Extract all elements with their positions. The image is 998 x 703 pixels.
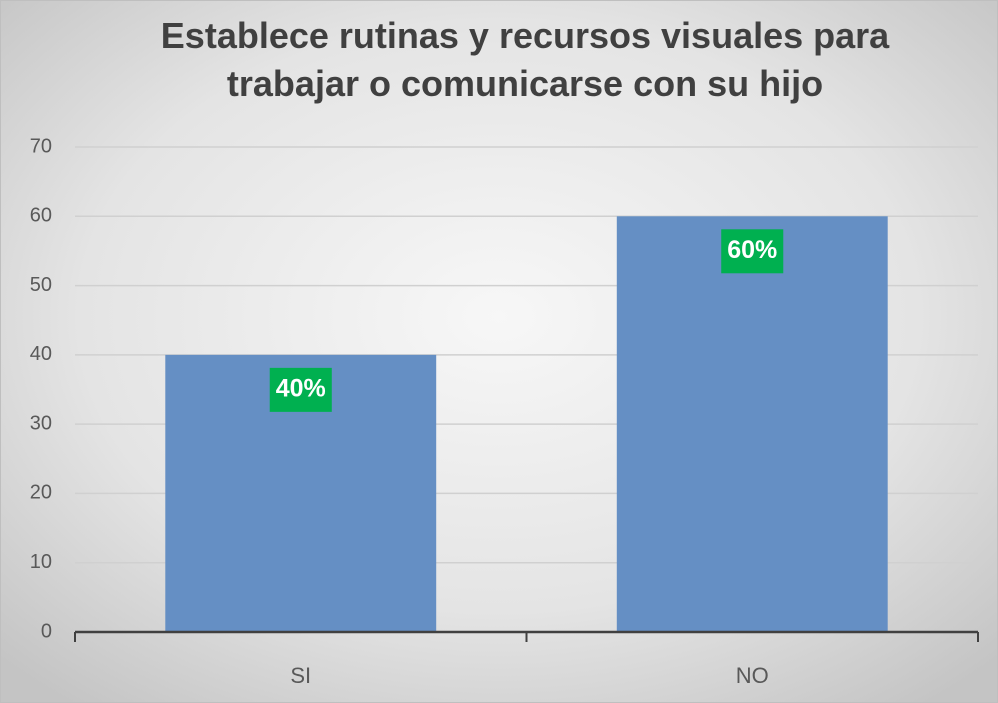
x-tick-label: NO	[736, 663, 769, 688]
data-label: 40%	[276, 374, 326, 402]
y-tick-label: 40	[30, 343, 52, 365]
chart-title: Establece rutinas y recursos visuales pa…	[160, 15, 890, 104]
y-tick-label: 60	[30, 205, 52, 227]
bar	[616, 216, 888, 633]
y-tick-label: 20	[30, 482, 52, 504]
data-label: 60%	[727, 236, 777, 264]
data-label-background	[269, 367, 332, 412]
x-tick-label: SI	[290, 663, 311, 688]
y-tick-label: 50	[30, 274, 52, 296]
y-tick-label: 10	[30, 551, 52, 573]
y-tick-label: 30	[30, 412, 52, 434]
y-tick-label: 70	[30, 135, 52, 157]
y-tick-label: 0	[41, 620, 52, 642]
data-label-background	[721, 229, 784, 274]
